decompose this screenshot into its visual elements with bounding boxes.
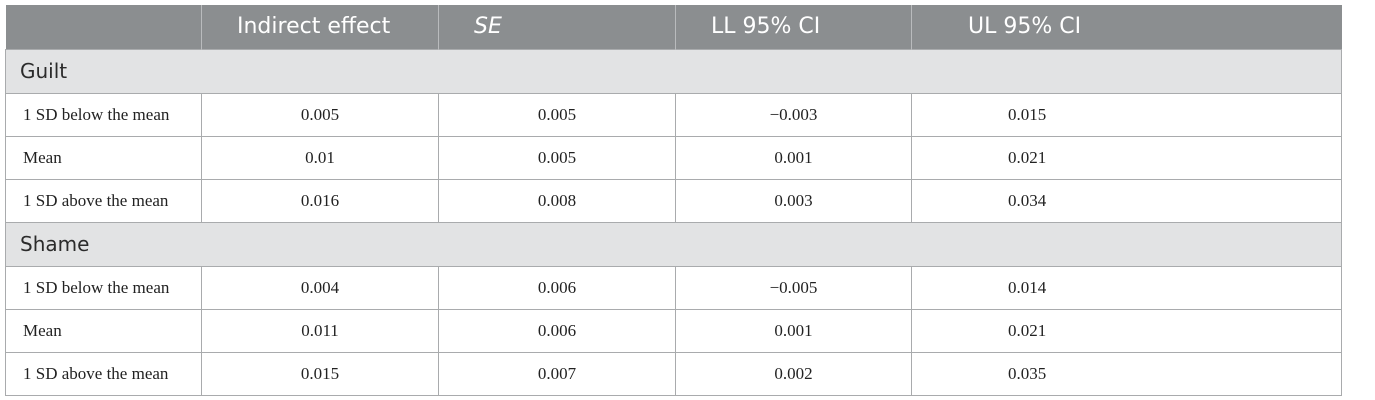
cell-se: 0.008 xyxy=(438,178,676,223)
row-label: 1 SD above the mean xyxy=(5,178,202,223)
cell-indirect-effect: 0.01 xyxy=(201,135,439,180)
cell-ul-ci: 0.015 xyxy=(911,92,1342,137)
table-row: 1 SD below the mean 0.004 0.006 −0.005 0… xyxy=(5,265,1342,310)
cell-ll-ci: 0.001 xyxy=(675,308,912,353)
cell-se: 0.005 xyxy=(438,135,676,180)
cell-indirect-effect: 0.011 xyxy=(201,308,439,353)
section-row-guilt: Guilt xyxy=(5,48,1342,94)
header-se: SE xyxy=(438,5,676,49)
table-row: 1 SD below the mean 0.005 0.005 −0.003 0… xyxy=(5,92,1342,137)
section-row-shame: Shame xyxy=(5,221,1342,267)
cell-ul-ci: 0.035 xyxy=(911,351,1342,396)
cell-indirect-effect: 0.015 xyxy=(201,351,439,396)
row-label: Mean xyxy=(5,308,202,353)
cell-ll-ci: −0.005 xyxy=(675,265,912,310)
cell-ul-ci: 0.021 xyxy=(911,135,1342,180)
header-ll-95-ci: LL 95% CI xyxy=(675,5,912,49)
results-table: Indirect effect SE LL 95% CI UL 95% CI G… xyxy=(5,5,1342,396)
section-title: Guilt xyxy=(5,48,1342,94)
table-row: 1 SD above the mean 0.015 0.007 0.002 0.… xyxy=(5,351,1342,396)
cell-ul-ci: 0.034 xyxy=(911,178,1342,223)
cell-se: 0.006 xyxy=(438,308,676,353)
table-row: Mean 0.01 0.005 0.001 0.021 xyxy=(5,135,1342,180)
cell-indirect-effect: 0.016 xyxy=(201,178,439,223)
cell-indirect-effect: 0.004 xyxy=(201,265,439,310)
row-label: Mean xyxy=(5,135,202,180)
cell-ll-ci: −0.003 xyxy=(675,92,912,137)
cell-se: 0.005 xyxy=(438,92,676,137)
header-indirect-effect: Indirect effect xyxy=(201,5,439,49)
header-row: Indirect effect SE LL 95% CI UL 95% CI xyxy=(5,5,1342,49)
table-row: Mean 0.011 0.006 0.001 0.021 xyxy=(5,308,1342,353)
cell-ul-ci: 0.021 xyxy=(911,308,1342,353)
row-label: 1 SD below the mean xyxy=(5,92,202,137)
cell-ll-ci: 0.001 xyxy=(675,135,912,180)
row-label: 1 SD below the mean xyxy=(5,265,202,310)
section-title: Shame xyxy=(5,221,1342,267)
cell-indirect-effect: 0.005 xyxy=(201,92,439,137)
cell-ul-ci: 0.014 xyxy=(911,265,1342,310)
cell-ll-ci: 0.002 xyxy=(675,351,912,396)
table-row: 1 SD above the mean 0.016 0.008 0.003 0.… xyxy=(5,178,1342,223)
row-label: 1 SD above the mean xyxy=(5,351,202,396)
header-ul-95-ci: UL 95% CI xyxy=(911,5,1342,49)
cell-ll-ci: 0.003 xyxy=(675,178,912,223)
cell-se: 0.007 xyxy=(438,351,676,396)
header-cell-empty xyxy=(5,5,202,49)
cell-se: 0.006 xyxy=(438,265,676,310)
